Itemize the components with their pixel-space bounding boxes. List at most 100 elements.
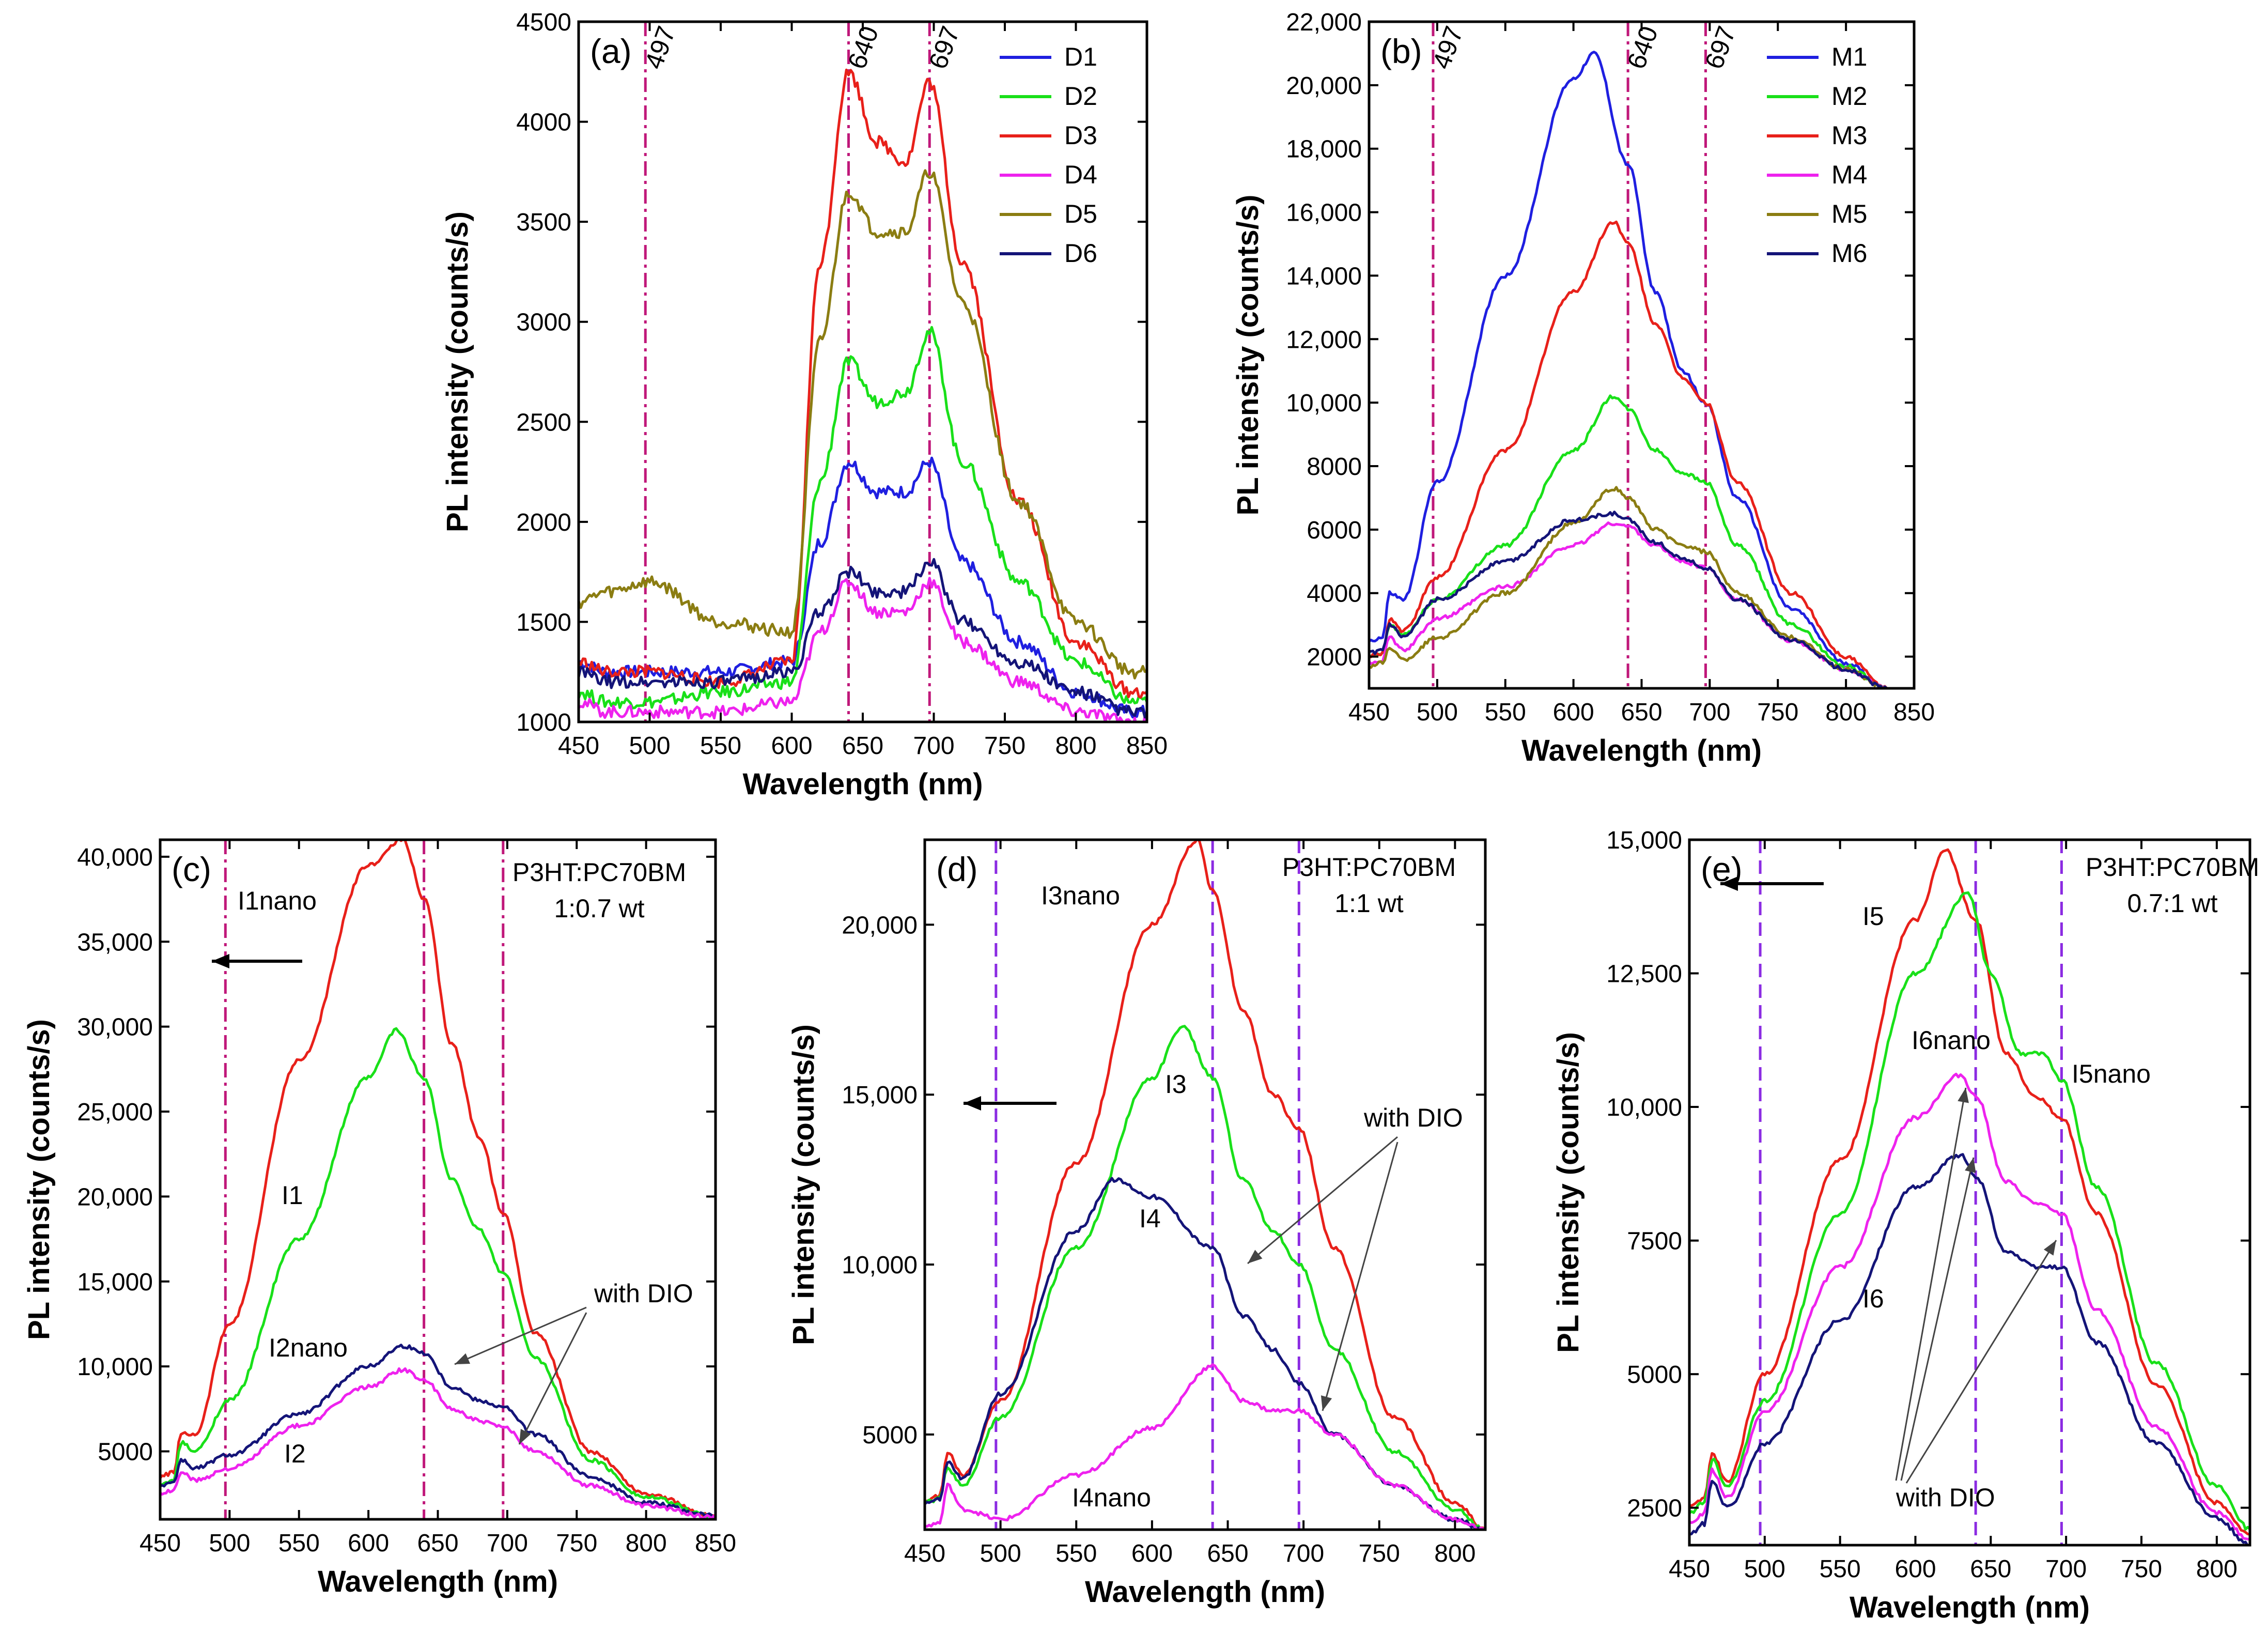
y-axis-label: PL intensity (counts/s) — [441, 211, 474, 532]
y-tick-label: 5000 — [862, 1422, 918, 1449]
y-tick-label: 2500 — [1627, 1495, 1682, 1522]
y-tick-label: 16,000 — [1286, 199, 1362, 227]
series-D5 — [579, 169, 1147, 680]
plot-frame — [923, 838, 1487, 1531]
annotation-dio: with DIO — [1363, 1103, 1463, 1132]
arrow-dio-d2 — [1322, 1142, 1399, 1411]
x-tick-label: 750 — [556, 1530, 597, 1557]
y-tick-label: 2500 — [516, 409, 571, 436]
x-tick-label: 600 — [771, 732, 812, 760]
y-axis-label: PL intensity (counts/s) — [1231, 195, 1265, 516]
y-tick-label: 10,000 — [1286, 390, 1362, 417]
x-tick-label: 450 — [904, 1540, 945, 1567]
y-tick-label: 1500 — [516, 609, 571, 636]
arrow-dio-d1-head — [1248, 1250, 1263, 1264]
x-tick-label: 500 — [1744, 1555, 1785, 1583]
y-tick-label: 25,000 — [77, 1099, 153, 1126]
y-tick-label: 20,000 — [1286, 72, 1362, 100]
x-tick-label: 850 — [1893, 699, 1935, 726]
x-tick-label: 550 — [278, 1530, 320, 1557]
y-axis-label: PL intensity (counts/s) — [1551, 1032, 1585, 1353]
annotation-dio: with DIO — [1896, 1483, 1995, 1512]
x-tick-label: 450 — [139, 1530, 181, 1557]
x-axis-label: Wavelength (nm) — [1085, 1575, 1325, 1609]
annotation-dio: with DIO — [594, 1279, 693, 1308]
x-tick-label: 650 — [1970, 1555, 2011, 1583]
series-I5 — [1689, 848, 2250, 1536]
x-tick-label: 450 — [558, 732, 599, 760]
annotation-l1: I3nano — [1041, 881, 1120, 910]
annotation-title2: 0.7:1 wt — [2127, 889, 2217, 918]
annotation-title2: 1:1 wt — [1334, 889, 1404, 918]
x-tick-label: 750 — [2121, 1555, 2162, 1583]
series-I1 — [160, 1027, 716, 1519]
x-axis-label: Wavelength (nm) — [318, 1565, 558, 1598]
y-tick-label: 4500 — [516, 9, 571, 36]
arrow-left-e-head — [1720, 876, 1738, 891]
legend-label-M5: M5 — [1831, 199, 1867, 228]
annotation-l1: I5 — [1862, 902, 1884, 931]
y-tick-label: 4000 — [1307, 580, 1362, 608]
y-tick-label: 30,000 — [77, 1014, 153, 1041]
legend-label-D1: D1 — [1064, 42, 1097, 71]
x-tick-label: 700 — [1689, 699, 1730, 726]
legend-label-D3: D3 — [1064, 121, 1097, 150]
legend-label-M2: M2 — [1831, 82, 1867, 111]
annotation-l4: I2 — [284, 1439, 306, 1468]
x-tick-label: 850 — [695, 1530, 736, 1557]
legend-label-D6: D6 — [1064, 239, 1097, 268]
x-tick-label: 800 — [1055, 732, 1096, 760]
panel-label: (c) — [172, 850, 211, 888]
x-tick-label: 800 — [1825, 699, 1867, 726]
series-M6 — [1369, 511, 1888, 688]
arrow-dio-e1-head — [1958, 1088, 1969, 1103]
series-I3nano — [925, 840, 1485, 1530]
arrow-dio-e3 — [1905, 1240, 2057, 1484]
arrow-dio-e3-head — [2043, 1240, 2056, 1256]
series-I6nano — [1689, 1072, 2250, 1542]
series-D3 — [579, 68, 1147, 699]
x-tick-label: 650 — [417, 1530, 458, 1557]
y-tick-label: 10,000 — [1606, 1094, 1682, 1121]
series-I5nano — [1689, 891, 2250, 1531]
x-tick-label: 600 — [1131, 1540, 1173, 1567]
y-axis-label: PL intensity (counts/s) — [22, 1019, 56, 1340]
x-tick-label: 750 — [1359, 1540, 1400, 1567]
x-tick-label: 650 — [1621, 699, 1662, 726]
arrow-left-d-head — [964, 1096, 981, 1111]
arrow-dio-e2-head — [1965, 1158, 1976, 1173]
x-tick-label: 500 — [980, 1540, 1021, 1567]
panel-label: (a) — [590, 32, 632, 70]
annotation-title1: P3HT:PC70BM — [1282, 853, 1456, 882]
y-tick-label: 15,000 — [1606, 827, 1682, 854]
annotation-title1: P3HT:PC70BM — [512, 858, 686, 887]
x-tick-label: 700 — [487, 1530, 528, 1557]
plot-frame — [1688, 838, 2251, 1547]
y-tick-label: 5000 — [1627, 1361, 1682, 1389]
legend-label-M4: M4 — [1831, 160, 1867, 189]
x-tick-label: 550 — [1820, 1555, 1861, 1583]
arrow-dio-c1 — [454, 1306, 587, 1365]
panel-e: 450 500 550 600 650 700 750 800 2500 5000 7500 10,0… — [1551, 827, 2259, 1624]
y-tick-label: 2000 — [1307, 644, 1362, 671]
annotation-l3: I5nano — [2072, 1059, 2151, 1088]
y-tick-label: 4000 — [516, 109, 571, 136]
x-tick-label: 650 — [842, 732, 883, 760]
x-tick-label: 550 — [1485, 699, 1526, 726]
annotation-l4: I6 — [1862, 1284, 1884, 1313]
annotation-title1: P3HT:PC70BM — [2086, 853, 2259, 882]
y-tick-label: 15,000 — [842, 1082, 918, 1109]
y-tick-label: 10,000 — [842, 1252, 918, 1279]
x-axis-label: Wavelength (nm) — [1850, 1591, 2090, 1624]
arrow-dio-d1 — [1247, 1136, 1398, 1265]
annotation-l2: I6nano — [1912, 1026, 1991, 1055]
y-tick-label: 20,000 — [842, 912, 918, 939]
series-M3 — [1369, 220, 1888, 688]
x-tick-label: 450 — [1348, 699, 1390, 726]
panel-c: 450 500 550 600 650 700 750 800 850 5000 10,000 15,… — [22, 838, 736, 1598]
x-tick-label: 700 — [1283, 1540, 1324, 1567]
legend-label-M6: M6 — [1831, 239, 1867, 268]
x-tick-label: 750 — [1757, 699, 1798, 726]
